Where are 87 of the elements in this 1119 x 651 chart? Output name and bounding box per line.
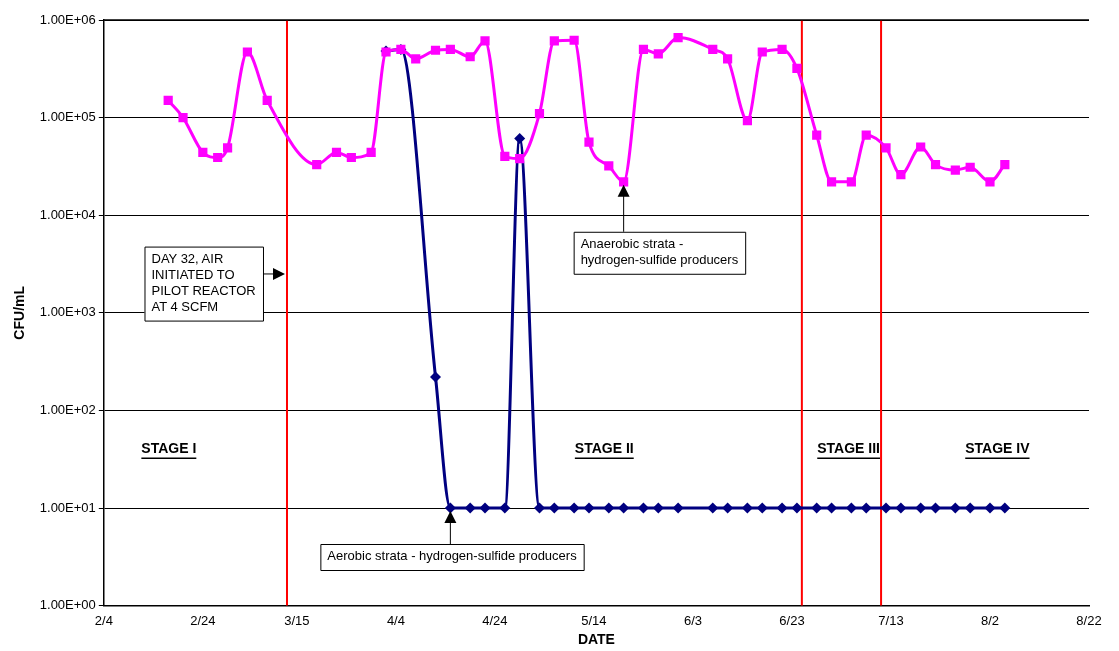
point <box>444 502 456 514</box>
annotation: STAGE II <box>574 440 634 457</box>
point <box>464 502 476 514</box>
point <box>826 177 837 187</box>
x-tick-label: 5/14 <box>581 612 607 628</box>
x-tick-label: 7/13 <box>878 612 904 628</box>
point <box>930 160 941 170</box>
x-tick-label: 6/23 <box>779 612 805 628</box>
point <box>568 502 580 514</box>
point <box>673 33 683 43</box>
point <box>534 108 545 119</box>
point <box>569 35 579 45</box>
point <box>916 142 926 152</box>
point <box>860 502 872 514</box>
point <box>366 147 376 157</box>
point <box>791 502 803 514</box>
y-tick-label: 1.00E+01 <box>39 499 96 515</box>
point <box>984 502 996 514</box>
x-tick-label: 8/2 <box>980 612 1000 628</box>
y-tick-label: 1.00E+06 <box>39 11 96 27</box>
annotation: STAGE IV <box>965 440 1031 457</box>
x-tick-label: 6/3 <box>683 612 702 628</box>
point <box>603 502 615 514</box>
point <box>846 177 856 187</box>
x-tick-label: 8/22 <box>1076 612 1102 628</box>
point <box>653 49 663 59</box>
point <box>262 95 272 106</box>
point <box>965 162 975 172</box>
point <box>604 161 614 171</box>
point <box>757 47 767 57</box>
point <box>312 160 322 170</box>
point <box>584 137 594 147</box>
x-axis-title: DATE <box>577 631 615 648</box>
y-axis-title: CFU/mL <box>11 285 28 340</box>
annotation: Anaerobic strata - hydrogen-sulfide producers <box>580 235 739 267</box>
point <box>861 130 871 140</box>
point <box>672 502 684 514</box>
point <box>812 130 822 140</box>
point <box>242 47 252 57</box>
point <box>950 165 960 175</box>
point <box>619 177 629 187</box>
point <box>445 44 455 54</box>
annotation: DAY 32, AIR INITIATED TO PILOT REACTOR AT 4 SCFM <box>151 250 256 314</box>
point <box>222 143 233 153</box>
point <box>465 52 475 62</box>
point <box>895 502 907 514</box>
point <box>514 133 526 145</box>
point <box>411 54 421 64</box>
annotation: STAGE I <box>141 440 197 457</box>
point <box>533 502 545 514</box>
point <box>499 502 511 514</box>
point <box>479 502 491 514</box>
point <box>880 502 892 514</box>
y-tick-label: 1.00E+02 <box>39 401 96 417</box>
point <box>708 44 718 54</box>
point <box>331 147 342 157</box>
point <box>638 44 649 54</box>
point <box>964 502 976 514</box>
point <box>430 45 441 55</box>
point <box>430 371 442 383</box>
y-tick-label: 1.00E+04 <box>39 206 96 222</box>
point <box>583 502 595 514</box>
x-tick-label: 3/15 <box>284 612 310 628</box>
y-tick-label: 1.00E+05 <box>39 109 96 125</box>
point <box>742 116 752 126</box>
annotation: Aerobic strata - hydrogen-sulfide producers <box>327 548 578 564</box>
x-tick-label: 2/4 <box>94 612 113 628</box>
point <box>777 44 787 54</box>
x-tick-label: 4/24 <box>482 612 508 628</box>
point <box>776 502 788 514</box>
point <box>881 143 891 153</box>
y-tick-label: 1.00E+03 <box>39 304 96 320</box>
annotation: STAGE III <box>817 440 880 457</box>
point <box>480 36 490 46</box>
point <box>723 54 733 64</box>
y-tick-label: 1.00E+00 <box>39 597 96 613</box>
point <box>1000 160 1010 170</box>
point <box>549 36 559 46</box>
point <box>515 154 525 164</box>
point <box>346 152 356 163</box>
point <box>985 177 995 187</box>
x-tick-label: 2/24 <box>190 612 216 628</box>
x-tick-label: 4/4 <box>386 612 405 628</box>
point <box>896 170 906 180</box>
point <box>999 502 1011 514</box>
point <box>792 63 802 73</box>
point <box>500 151 510 162</box>
